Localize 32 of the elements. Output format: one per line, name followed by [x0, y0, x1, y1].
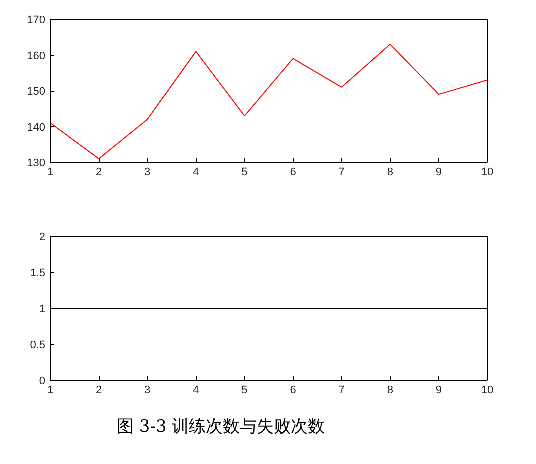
x-tick-label: 5 [242, 384, 248, 396]
x-tick-label: 6 [290, 166, 296, 178]
x-tick-label: 6 [290, 384, 296, 396]
x-tick-label: 7 [338, 166, 345, 178]
x-tick-label: 7 [338, 384, 345, 396]
x-tick-label: 5 [242, 166, 248, 178]
x-tick-label: 3 [144, 384, 151, 396]
y-tick-label: 140 [27, 122, 46, 134]
x-tick-label: 3 [144, 166, 151, 178]
x-tick-label: 1 [47, 384, 54, 396]
x-tick-label: 2 [96, 166, 102, 178]
caption: 图 3-3 训练次数与失败次数 [117, 416, 326, 439]
x-tick-label: 9 [436, 384, 442, 396]
x-tick-label: 8 [387, 166, 394, 178]
y-tick-label: 130 [27, 158, 46, 170]
x-tick-label: 2 [96, 384, 102, 396]
x-tick-label: 1 [47, 166, 54, 178]
x-tick-label: 4 [193, 166, 200, 178]
x-tick-label: 10 [481, 384, 494, 396]
x-tick-label: 4 [193, 384, 200, 396]
x-tick-label: 8 [387, 384, 394, 396]
y-tick-label: 170 [27, 14, 46, 26]
line-series [50, 44, 488, 160]
x-tick-label: 10 [481, 166, 494, 178]
y-tick-label: 0 [39, 376, 46, 388]
y-tick-label: 1.5 [30, 268, 46, 280]
y-tick-label: 2 [39, 232, 46, 244]
x-tick-label: 9 [436, 166, 442, 178]
y-tick-label: 160 [27, 50, 46, 62]
y-tick-label: 1 [39, 304, 46, 316]
y-tick-label: 150 [27, 86, 46, 98]
y-tick-label: 0.5 [30, 340, 46, 352]
